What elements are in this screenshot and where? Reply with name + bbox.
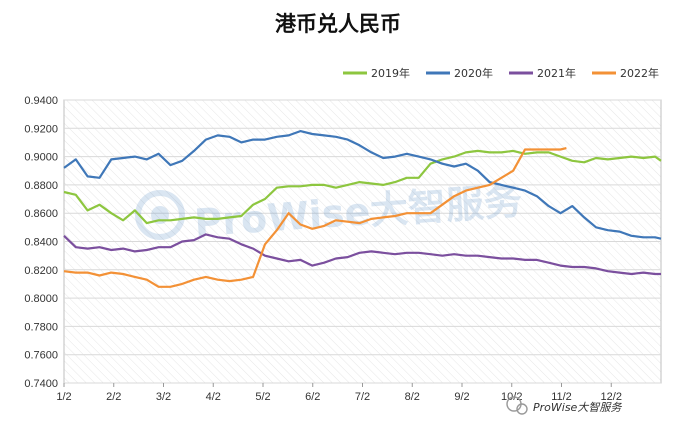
y-tick-label: 0.7800: [24, 321, 58, 333]
y-axis-ticks: 0.9400 0.9200 0.9000 0.8800 0.8600 0.8400 0.82…: [24, 95, 58, 390]
series-line-2: [63, 130, 662, 240]
footer-logo: ProWise大智服务: [506, 396, 622, 415]
legend: 2019年 2020年 2021年 2022年: [343, 66, 659, 80]
y-tick-label: 0.8200: [24, 265, 58, 277]
y-tick-label: 0.8000: [24, 293, 58, 305]
legend-label: 2022年: [620, 66, 659, 80]
x-tick-label: 8/2: [405, 391, 420, 403]
y-tick-label: 0.9200: [24, 123, 58, 135]
chart-title: 港币兑人民币: [275, 12, 401, 36]
series-line-4: [63, 147, 567, 288]
x-tick-label: 6/2: [305, 391, 320, 403]
series-group: [63, 130, 662, 288]
x-tick-label: 1/2: [56, 391, 71, 403]
y-tick-label: 0.7600: [24, 350, 58, 362]
legend-label: 2020年: [454, 66, 493, 80]
x-tick-label: 11/2: [551, 391, 572, 403]
y-tick-label: 0.8600: [24, 208, 58, 220]
x-tick-label: 3/2: [156, 391, 171, 403]
y-tick-label: 0.8400: [24, 237, 58, 249]
x-tick-label: 4/2: [206, 391, 221, 403]
x-tick-label: 2/2: [106, 391, 121, 403]
x-tick-label: 7/2: [355, 391, 370, 403]
y-tick-label: 0.7400: [24, 378, 58, 390]
x-axis-ticks: 1/2 2/2 3/2 4/2 5/2 6/2 7/2 8/2 9/2 10/2 11/2 12/2: [56, 383, 622, 403]
y-tick-label: 0.8800: [24, 180, 58, 192]
x-tick-label: 5/2: [255, 391, 270, 403]
series-line-3: [63, 233, 661, 276]
legend-label: 2019年: [371, 66, 410, 80]
footer-logo-text: ProWise大智服务: [533, 401, 622, 414]
x-tick-label: 12/2: [601, 391, 622, 403]
y-tick-label: 0.9000: [24, 152, 58, 164]
y-tick-label: 0.9400: [24, 95, 58, 107]
legend-label: 2021年: [537, 66, 576, 80]
x-tick-label: 9/2: [454, 391, 469, 403]
series-line-1: [63, 149, 662, 225]
